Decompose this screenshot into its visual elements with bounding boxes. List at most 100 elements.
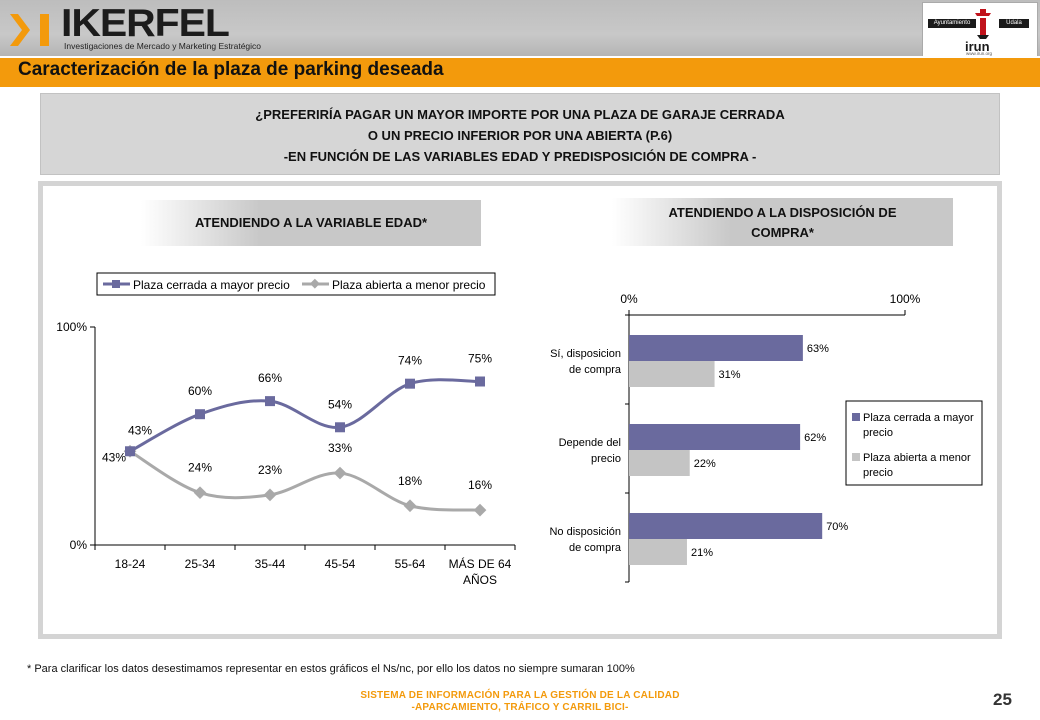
bar-abierta <box>629 450 690 476</box>
x-tick-label-line: 55-64 <box>395 557 426 571</box>
point-abierta <box>333 466 347 480</box>
data-label-abierta: 33% <box>328 441 352 455</box>
question-line-1: ¿PREFERIRÍA PAGAR UN MAYOR IMPORTE POR U… <box>255 107 785 122</box>
series-line-abierta <box>129 449 481 512</box>
question-box: ¿PREFERIRÍA PAGAR UN MAYOR IMPORTE POR U… <box>40 93 1000 175</box>
y-category-label-line: de compra <box>569 542 622 554</box>
question-line-3: -EN FUNCIÓN DE LAS VARIABLES EDAD Y PRED… <box>283 149 757 164</box>
data-label-abierta: 16% <box>468 478 492 492</box>
legend-label-line: precio <box>863 467 893 479</box>
bar-label-cerrada: 63% <box>807 343 829 355</box>
y-tick-label-max: 100% <box>56 320 87 334</box>
bar-cerrada <box>629 335 803 361</box>
header-bar <box>0 0 1040 57</box>
section-title: Caracterización de la plaza de parking d… <box>18 59 444 80</box>
legend-label-line: Plaza abierta a menor <box>863 452 971 464</box>
point-cerrada <box>335 422 345 433</box>
x-tick-label-min: 0% <box>620 292 638 306</box>
data-label-abierta: 18% <box>398 474 422 488</box>
x-tick-label-line: AÑOS <box>463 573 497 587</box>
point-cerrada <box>125 446 135 457</box>
client-logo-left: Ayuntamiento <box>928 19 976 28</box>
y-tick-label-min: 0% <box>70 538 88 552</box>
x-tick-label-line: MÁS DE 64 <box>449 556 512 571</box>
data-label-cerrada: 75% <box>468 352 492 366</box>
data-label-cerrada: 54% <box>328 397 352 411</box>
ikerfel-logo-icon <box>10 14 49 46</box>
data-label-cerrada: 43% <box>128 423 152 437</box>
y-category-label: Depende del precio <box>559 437 621 465</box>
point-abierta <box>193 486 207 500</box>
section-title-bar <box>0 57 1040 87</box>
y-category-label: No disposición de compra <box>549 526 621 554</box>
footnote: * Para clarificar los datos desestimamos… <box>27 663 635 675</box>
bar-label-abierta: 22% <box>694 458 716 470</box>
bar-cerrada <box>629 424 801 450</box>
point-abierta <box>473 503 487 517</box>
data-label-abierta: 24% <box>188 461 212 475</box>
point-cerrada <box>405 378 415 389</box>
title-divider <box>0 56 1040 58</box>
bar-legend-box <box>845 400 983 486</box>
y-category-label-line: de compra <box>569 364 622 376</box>
y-category-label: Sí, disposicion de compra <box>550 348 622 376</box>
bar-cerrada <box>629 513 823 539</box>
brand-name: IKERFEL <box>61 2 230 45</box>
brand-tagline: Investigaciones de Mercado y Marketing E… <box>64 41 262 51</box>
panel-right-title: ATENDIENDO A LA DISPOSICIÓN DE COMPRA* <box>612 198 953 246</box>
question-line-2: O UN PRECIO INFERIOR POR UNA ABIERTA (P.… <box>367 128 673 143</box>
panel-left-title: ATENDIENDO A LA VARIABLE EDAD* <box>141 200 481 246</box>
y-category-label-line: Depende del <box>559 437 621 449</box>
x-tick-label: 55-64 <box>395 557 426 571</box>
irun-emblem-icon <box>975 9 991 39</box>
legend-label-line: Plaza cerrada a mayor <box>863 412 974 424</box>
x-tick-label: 35-44 <box>255 557 286 571</box>
x-tick-label-line: 25-34 <box>185 557 216 571</box>
bar-label-cerrada: 62% <box>804 432 826 444</box>
legend-label-line: precio <box>863 427 893 439</box>
y-category-label-line: No disposición <box>549 526 621 538</box>
data-label-cerrada: 74% <box>398 354 422 368</box>
client-name: irun <box>965 39 990 54</box>
footer-system-title: SISTEMA DE INFORMACIÓN PARA LA GESTIÓN D… <box>0 690 1040 714</box>
client-logo-right: Udala <box>999 19 1029 28</box>
x-tick-label-max: 100% <box>890 292 921 306</box>
bar-abierta <box>629 361 715 387</box>
legend-label-abierta: Plaza abierta a menor precio <box>332 278 486 292</box>
x-tick-label: 45-54 <box>325 557 356 571</box>
legend-swatch-abierta <box>852 453 860 461</box>
client-logo: Ayuntamiento Udala irun www.irun.org <box>922 2 1038 57</box>
bar-label-cerrada: 70% <box>826 521 848 533</box>
point-abierta <box>263 488 277 502</box>
point-abierta <box>403 499 417 513</box>
bar-abierta <box>629 539 687 565</box>
legend-swatch-cerrada <box>852 413 860 421</box>
page-number: 25 <box>993 690 1012 709</box>
footer-line-1: SISTEMA DE INFORMACIÓN PARA LA GESTIÓN D… <box>360 690 680 701</box>
x-tick-label-line: 18-24 <box>115 557 146 571</box>
y-category-label-line: Sí, disposicion <box>550 348 621 360</box>
panel-right-title-line-1: ATENDIENDO A LA DISPOSICIÓN DE <box>668 205 897 220</box>
point-cerrada <box>265 396 275 407</box>
purchase-bar-chart: 0% 100% 63% 31% Sí, disposicion de compra 62% 2… <box>549 292 983 583</box>
data-label-abierta: 23% <box>258 463 282 477</box>
x-tick-label-line: 45-54 <box>325 557 356 571</box>
x-tick-label: MÁS DE 64 AÑOS <box>449 556 512 587</box>
legend-label-abierta: Plaza abierta a menor precio <box>863 452 971 479</box>
panel-right-title-line-2: COMPRA* <box>751 225 814 240</box>
data-label-cerrada: 60% <box>188 384 212 398</box>
y-category-label-line: precio <box>591 453 621 465</box>
x-tick-label: 18-24 <box>115 557 146 571</box>
client-url: www.irun.org <box>966 51 993 56</box>
legend-marker-cerrada <box>112 280 120 288</box>
legend-label-cerrada: Plaza cerrada a mayor precio <box>133 278 290 292</box>
point-cerrada <box>195 409 205 420</box>
series-line-cerrada <box>129 378 481 453</box>
bar-label-abierta: 21% <box>691 547 713 559</box>
legend-label-cerrada: Plaza cerrada a mayor precio <box>863 412 974 439</box>
data-label-abierta: 43% <box>102 450 126 464</box>
x-tick-label: 25-34 <box>185 557 216 571</box>
data-label-cerrada: 66% <box>258 371 282 385</box>
point-cerrada <box>475 376 485 387</box>
line-legend-box <box>96 272 496 296</box>
